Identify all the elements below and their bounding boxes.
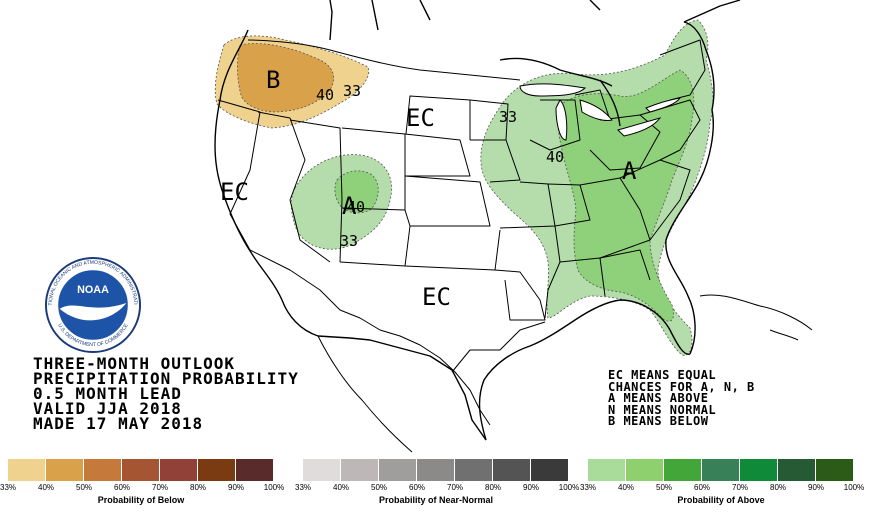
above-33-west-label: 33 xyxy=(340,232,359,250)
above-a-east-label: A xyxy=(622,157,637,185)
scale-swatch xyxy=(198,459,235,481)
scale-swatch xyxy=(493,459,530,481)
ec-west-label: EC xyxy=(220,178,249,206)
scale-tick-label: 90% xyxy=(807,483,825,492)
noaa-logo: NOAA NATIONAL OCEANIC AND ATMOSPHERIC AD… xyxy=(44,256,142,354)
scale-swatch xyxy=(160,459,197,481)
key-line: EC MEANS EQUAL xyxy=(608,368,717,382)
above-a-west-label: A xyxy=(342,192,357,220)
key-line: B MEANS BELOW xyxy=(608,414,709,428)
scale-swatch xyxy=(84,459,121,481)
scale-tick-label: 80% xyxy=(484,483,502,492)
mexico-outline xyxy=(317,294,813,453)
scale-swatch xyxy=(417,459,454,481)
scale-swatch xyxy=(8,459,45,481)
scale-swatch xyxy=(122,459,159,481)
scale-title: Probability of Below xyxy=(97,495,185,505)
scale-tick-label: 50% xyxy=(75,483,93,492)
scale-tick-label: 40% xyxy=(332,483,350,492)
scale-swatch xyxy=(664,459,701,481)
scale-tick-label: 60% xyxy=(408,483,426,492)
scale-tick-label: 100% xyxy=(263,483,285,492)
key-line: A MEANS ABOVE xyxy=(608,391,709,405)
scale-swatch xyxy=(702,459,739,481)
scale-title: Probability of Near-Normal xyxy=(378,495,494,505)
scale-tick-label: 100% xyxy=(558,483,580,492)
scale-swatch xyxy=(303,459,340,481)
scale-below: 33% 40% 50% 60% 70% 80% 90% 100% Probability of … xyxy=(0,459,284,513)
key-line: N MEANS NORMAL xyxy=(608,402,717,417)
title-line: 0.5 MONTH LEAD xyxy=(33,384,182,403)
scale-tick-label: 33% xyxy=(579,483,597,492)
scale-swatch xyxy=(740,459,777,481)
above-40-west-region xyxy=(334,170,379,214)
below-b-label: B xyxy=(266,66,281,94)
above-33-midwest-label: 33 xyxy=(499,108,518,126)
scale-swatch xyxy=(816,459,853,481)
scale-tick-label: 60% xyxy=(113,483,131,492)
ec-north-label: EC xyxy=(406,104,435,132)
scale-swatch xyxy=(341,459,378,481)
scale-swatches xyxy=(303,459,569,481)
scale-tick-label: 60% xyxy=(693,483,711,492)
scale-swatch xyxy=(626,459,663,481)
scale-tick-label: 80% xyxy=(189,483,207,492)
scale-swatch xyxy=(236,459,273,481)
key-line: CHANCES FOR A, N, B xyxy=(608,379,755,394)
scale-above: 33% 40% 50% 60% 70% 80% 90% 100% Probability of … xyxy=(580,459,864,513)
noaa-logo-text: NOAA xyxy=(77,284,109,296)
scale-swatch xyxy=(379,459,416,481)
scale-swatches xyxy=(588,459,854,481)
scale-swatch xyxy=(455,459,492,481)
title-line: THREE-MONTH OUTLOOK xyxy=(33,354,236,373)
scale-tick-label: 50% xyxy=(370,483,388,492)
title-line: MADE 17 MAY 2018 xyxy=(33,414,204,433)
title-line: PRECIPITATION PROBABILITY xyxy=(33,369,299,388)
scale-tick-label: 33% xyxy=(294,483,312,492)
ec-legend-key: EC MEANS EQUAL CHANCES FOR A, N, B A MEA… xyxy=(608,368,755,428)
ec-south-label: EC xyxy=(422,283,451,311)
title-line: VALID JJA 2018 xyxy=(33,399,182,418)
below-40-region xyxy=(237,43,334,113)
below-40-label: 40 xyxy=(316,86,335,104)
scale-swatch xyxy=(531,459,568,481)
scale-tick-label: 100% xyxy=(843,483,865,492)
scale-tick-label: 50% xyxy=(655,483,673,492)
state-boundaries xyxy=(217,39,706,426)
scale-swatch xyxy=(46,459,83,481)
scale-tick-label: 33% xyxy=(0,483,17,492)
scale-near-normal: 33% 40% 50% 60% 70% 80% 90% 100% Probability of … xyxy=(295,459,579,513)
great-lakes xyxy=(519,83,682,141)
coastline xyxy=(214,0,741,441)
scale-tick-label: 80% xyxy=(769,483,787,492)
scale-tick-label: 90% xyxy=(227,483,245,492)
scale-tick-label: 40% xyxy=(37,483,55,492)
scale-tick-label: 40% xyxy=(617,483,635,492)
outlook-title-block: THREE-MONTH OUTLOOK PRECIPITATION PROBAB… xyxy=(33,354,299,433)
below-33-label: 33 xyxy=(343,82,362,100)
scale-tick-label: 70% xyxy=(731,483,749,492)
scale-tick-label: 70% xyxy=(151,483,169,492)
scale-title: Probability of Above xyxy=(677,495,765,505)
above-40-east-label: 40 xyxy=(546,148,565,166)
scale-tick-label: 70% xyxy=(446,483,464,492)
scale-swatch xyxy=(778,459,815,481)
above-40-west-label: 40 xyxy=(347,198,366,216)
scale-tick-label: 90% xyxy=(522,483,540,492)
scale-swatches xyxy=(8,459,274,481)
scale-swatch xyxy=(588,459,625,481)
